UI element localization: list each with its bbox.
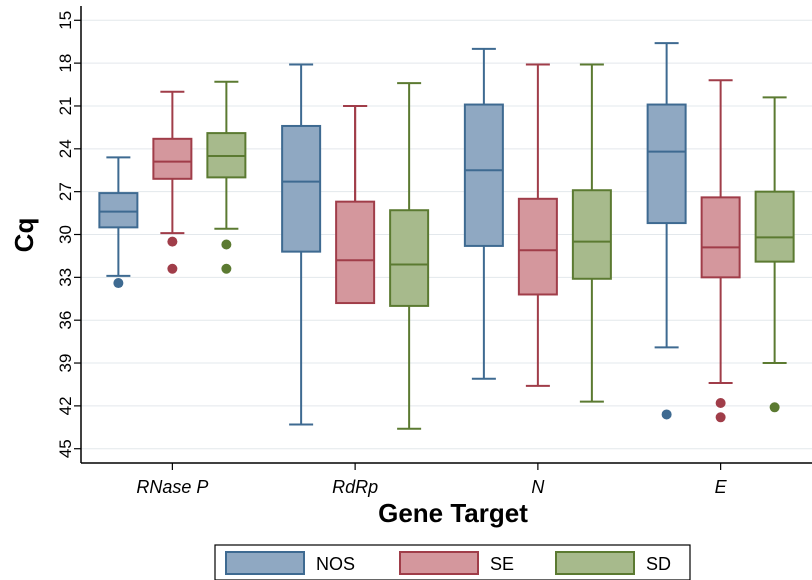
outlier-point [661,409,672,420]
y-tick-label: 27 [56,182,75,201]
box-sd [571,63,612,403]
legend-swatch [225,551,305,575]
outlier-point [221,263,232,274]
y-tick-label: 15 [56,11,75,30]
legend-label: SD [646,554,671,574]
outlier-point [167,236,178,247]
box-sd [206,80,247,274]
x-axis-title: Gene Target [378,498,528,528]
outlier-point [769,402,780,413]
box-se [152,90,193,274]
box-se [700,79,741,423]
outlier-point [113,278,124,289]
box-nos [463,47,504,380]
box-se [517,63,558,387]
iqr-box [389,209,430,307]
outlier-point [715,398,726,409]
iqr-box [754,190,795,263]
y-tick-label: 39 [56,354,75,373]
legend-swatch [555,551,635,575]
y-tick-label: 42 [56,396,75,415]
gridlines [81,19,812,450]
box-nos [281,63,322,426]
y-tick-label: 33 [56,268,75,287]
outlier-point [167,263,178,274]
y-tick-label: 45 [56,439,75,458]
y-tick-label: 21 [56,97,75,116]
iqr-box [700,196,741,279]
y-tick-label: 36 [56,311,75,330]
x-tick-label: N [531,477,545,497]
iqr-box [646,103,687,225]
x-tick-label: E [715,477,728,497]
plot-area [98,42,795,430]
iqr-box [517,197,558,296]
iqr-box [571,189,612,280]
iqr-box [281,124,322,253]
iqr-box [463,103,504,247]
box-sd [754,96,795,413]
box-se [335,104,376,305]
legend-label: SE [490,554,514,574]
outlier-point [715,412,726,423]
y-axis-ticks: 15 18 21 24 27 30 33 36 39 42 45 [56,11,81,458]
legend-swatch [399,551,479,575]
box-nos [98,156,139,289]
box-sd [389,82,430,430]
y-tick-label: 30 [56,225,75,244]
x-axis-ticks: RNase P RdRp N E [136,463,728,497]
y-tick-label: 24 [56,139,75,158]
x-tick-label: RNase P [136,477,208,497]
iqr-box [98,192,139,229]
legend: NOS SE SD [225,551,671,575]
outlier-point [221,239,232,250]
iqr-box [335,200,376,305]
y-tick-label: 18 [56,54,75,73]
y-axis-title: Cq [9,218,39,253]
iqr-box [152,137,193,180]
x-tick-label: RdRp [332,477,378,497]
legend-label: NOS [316,554,355,574]
box-nos [646,42,687,420]
